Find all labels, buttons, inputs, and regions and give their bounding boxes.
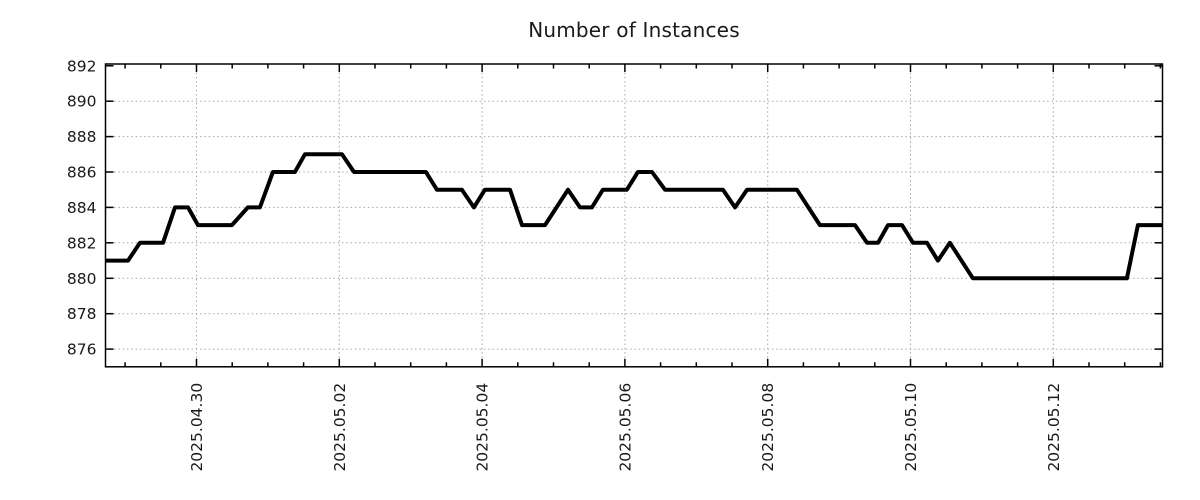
chart-title: Number of Instances: [528, 18, 740, 42]
y-tick-label: 878: [67, 305, 97, 323]
x-tick-label: 2025.05.12: [1045, 383, 1063, 472]
x-tick-label: 2025.05.02: [331, 383, 349, 472]
x-tick-label: 2025.05.06: [616, 383, 634, 472]
x-tick-label: 2025.05.04: [474, 383, 492, 472]
y-tick-label: 882: [67, 234, 97, 252]
y-tick-label: 890: [67, 93, 97, 111]
data-line: [105, 152, 1163, 281]
plot-border: [104, 63, 1164, 368]
x-tick-label: 2025.04.30: [188, 383, 206, 472]
y-tick-label: 892: [67, 57, 97, 75]
y-tick-label: 876: [67, 341, 97, 359]
x-tick-label: 2025.05.08: [759, 383, 777, 472]
y-tick-label: 880: [67, 270, 97, 288]
x-tick-label: 2025.05.10: [902, 383, 920, 472]
y-tick-label: 884: [67, 199, 97, 217]
y-tick-label: 888: [67, 128, 97, 146]
y-tick-label: 886: [67, 164, 97, 182]
